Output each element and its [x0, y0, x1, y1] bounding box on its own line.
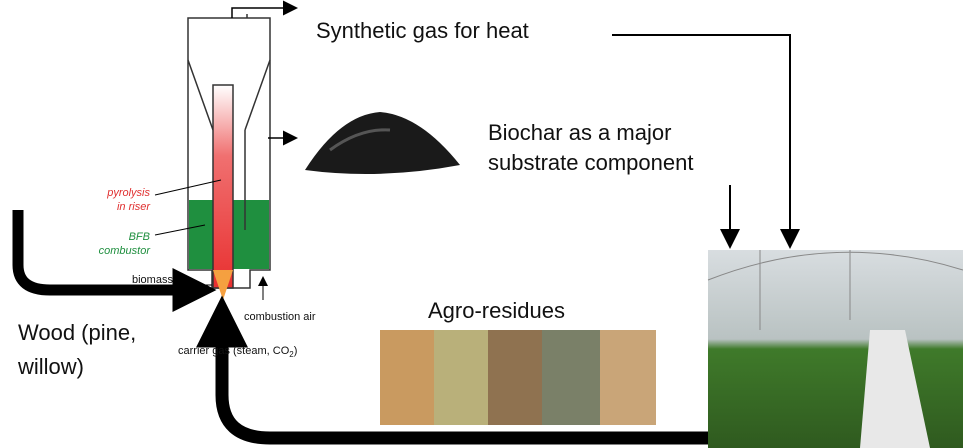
biochar-label: substrate component: [488, 150, 693, 175]
reactor: [150, 0, 298, 300]
pyrolysis-label: pyrolysis: [106, 187, 150, 199]
biochar-label: Biochar as a major: [488, 120, 671, 145]
wood-arrow: [12, 210, 217, 312]
biomass-label: biomass: [132, 274, 173, 286]
gas-arrow: [612, 34, 800, 249]
carrier-gas-label: carrier gas (steam, CO2): [178, 345, 297, 359]
return-arrow: [196, 295, 715, 445]
agro-images: [380, 330, 656, 425]
wood-label: Wood (pine,: [18, 320, 136, 345]
bfb-label: combustor: [99, 245, 152, 257]
bfb-label: BFB: [129, 231, 150, 243]
syngas-label: Synthetic gas for heat: [316, 18, 529, 43]
pyrolysis-label: in riser: [117, 201, 151, 213]
greenhouse-image: [707, 250, 963, 448]
biochar-image: [305, 112, 460, 174]
combustion-air-label: combustion air: [244, 311, 316, 323]
wood-label: willow): [17, 354, 84, 379]
agro-label: Agro-residues: [428, 298, 565, 323]
